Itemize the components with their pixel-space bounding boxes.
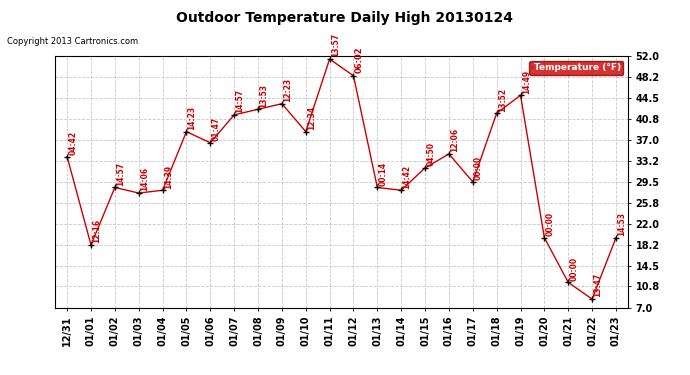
Text: 00:00: 00:00 (474, 156, 483, 180)
Text: 04:42: 04:42 (68, 131, 77, 155)
Text: 14:39: 14:39 (164, 165, 172, 189)
Text: 00:00: 00:00 (569, 256, 578, 281)
Text: 01:47: 01:47 (212, 117, 221, 141)
Text: 14:49: 14:49 (522, 69, 531, 94)
Text: 13:47: 13:47 (593, 273, 602, 297)
Text: 13:52: 13:52 (498, 87, 507, 111)
Text: 14:53: 14:53 (617, 212, 626, 236)
Text: 06:02: 06:02 (355, 46, 364, 73)
Text: 12:34: 12:34 (307, 106, 316, 130)
Text: 14:06: 14:06 (140, 167, 149, 191)
Text: Outdoor Temperature Daily High 20130124: Outdoor Temperature Daily High 20130124 (177, 11, 513, 25)
Text: 12:16: 12:16 (92, 219, 101, 243)
Text: 00:14: 00:14 (379, 162, 388, 186)
Text: 14:57: 14:57 (116, 162, 125, 186)
Text: 13:57: 13:57 (331, 33, 339, 57)
Text: 14:57: 14:57 (235, 89, 244, 113)
Text: 12:23: 12:23 (283, 78, 292, 102)
Text: 04:50: 04:50 (426, 142, 435, 166)
Legend: Temperature (°F): Temperature (°F) (529, 61, 623, 75)
Text: 13:53: 13:53 (259, 84, 268, 108)
Text: 00:00: 00:00 (546, 212, 555, 236)
Text: 12:06: 12:06 (450, 128, 459, 152)
Text: Copyright 2013 Cartronics.com: Copyright 2013 Cartronics.com (7, 38, 138, 46)
Text: 14:23: 14:23 (188, 106, 197, 130)
Text: 14:42: 14:42 (402, 165, 411, 189)
